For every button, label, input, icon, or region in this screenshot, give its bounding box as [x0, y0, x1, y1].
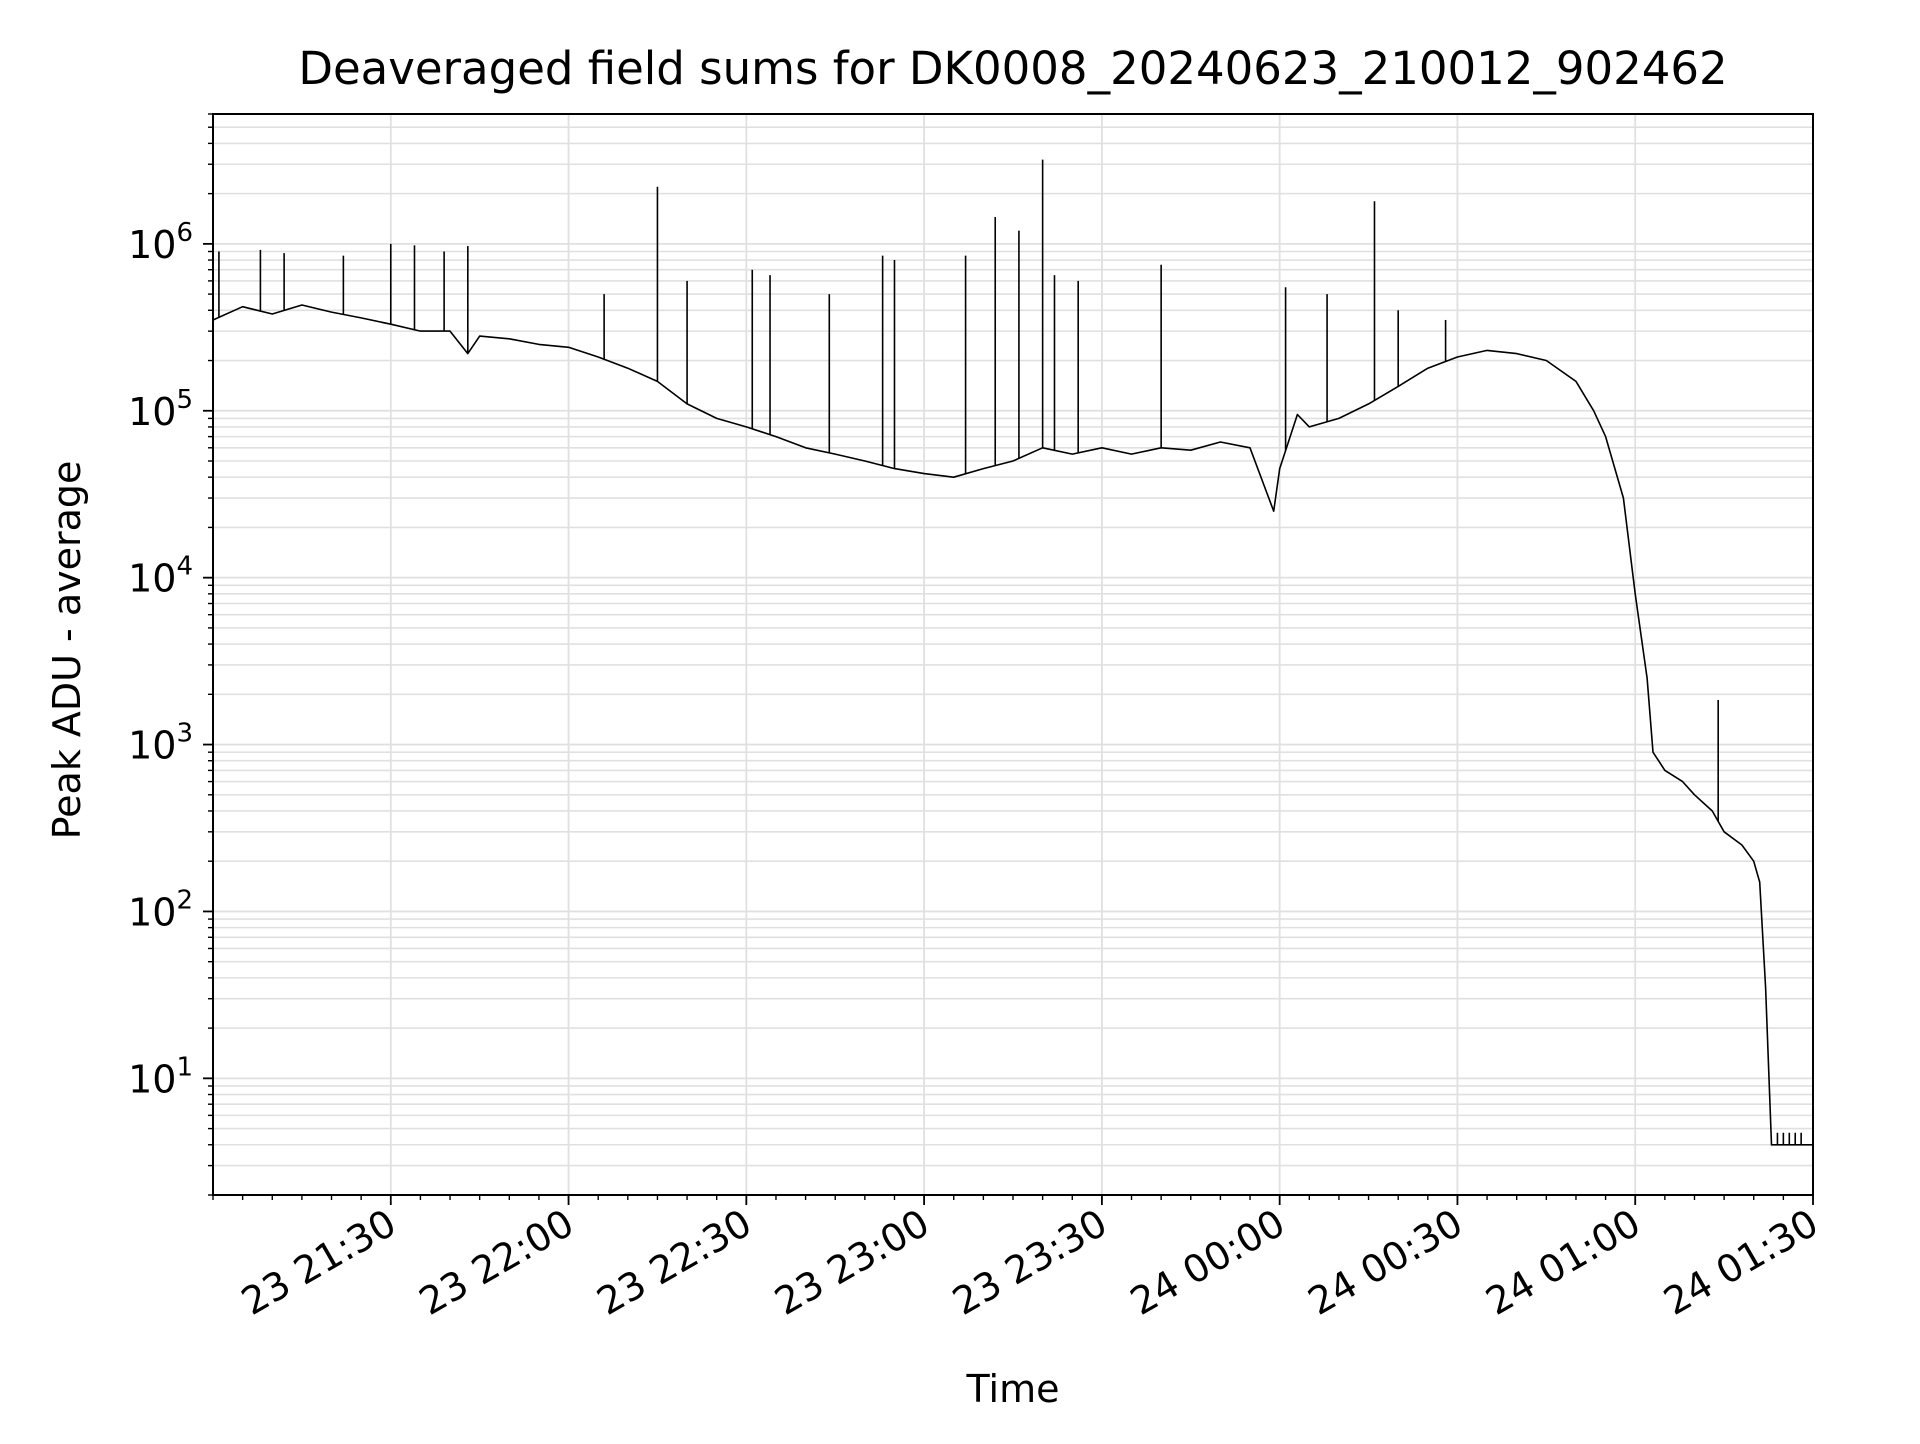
data-layer [212, 159, 1813, 1146]
y-tick-label: 101 [128, 1052, 193, 1101]
y-tick-label: 102 [128, 885, 193, 934]
y-axis-label: Peak ADU - average [45, 461, 89, 840]
chart-title: Deaveraged field sums for DK0008_2024062… [298, 42, 1727, 95]
y-tick-label: 106 [128, 218, 193, 267]
grid-lines [213, 113, 1814, 1196]
series-line [212, 304, 1813, 1146]
y-tick-label: 104 [128, 552, 193, 601]
y-tick-label: 105 [128, 385, 193, 434]
x-axis-label: Time [966, 1367, 1060, 1411]
y-tick-label: 103 [128, 719, 193, 768]
